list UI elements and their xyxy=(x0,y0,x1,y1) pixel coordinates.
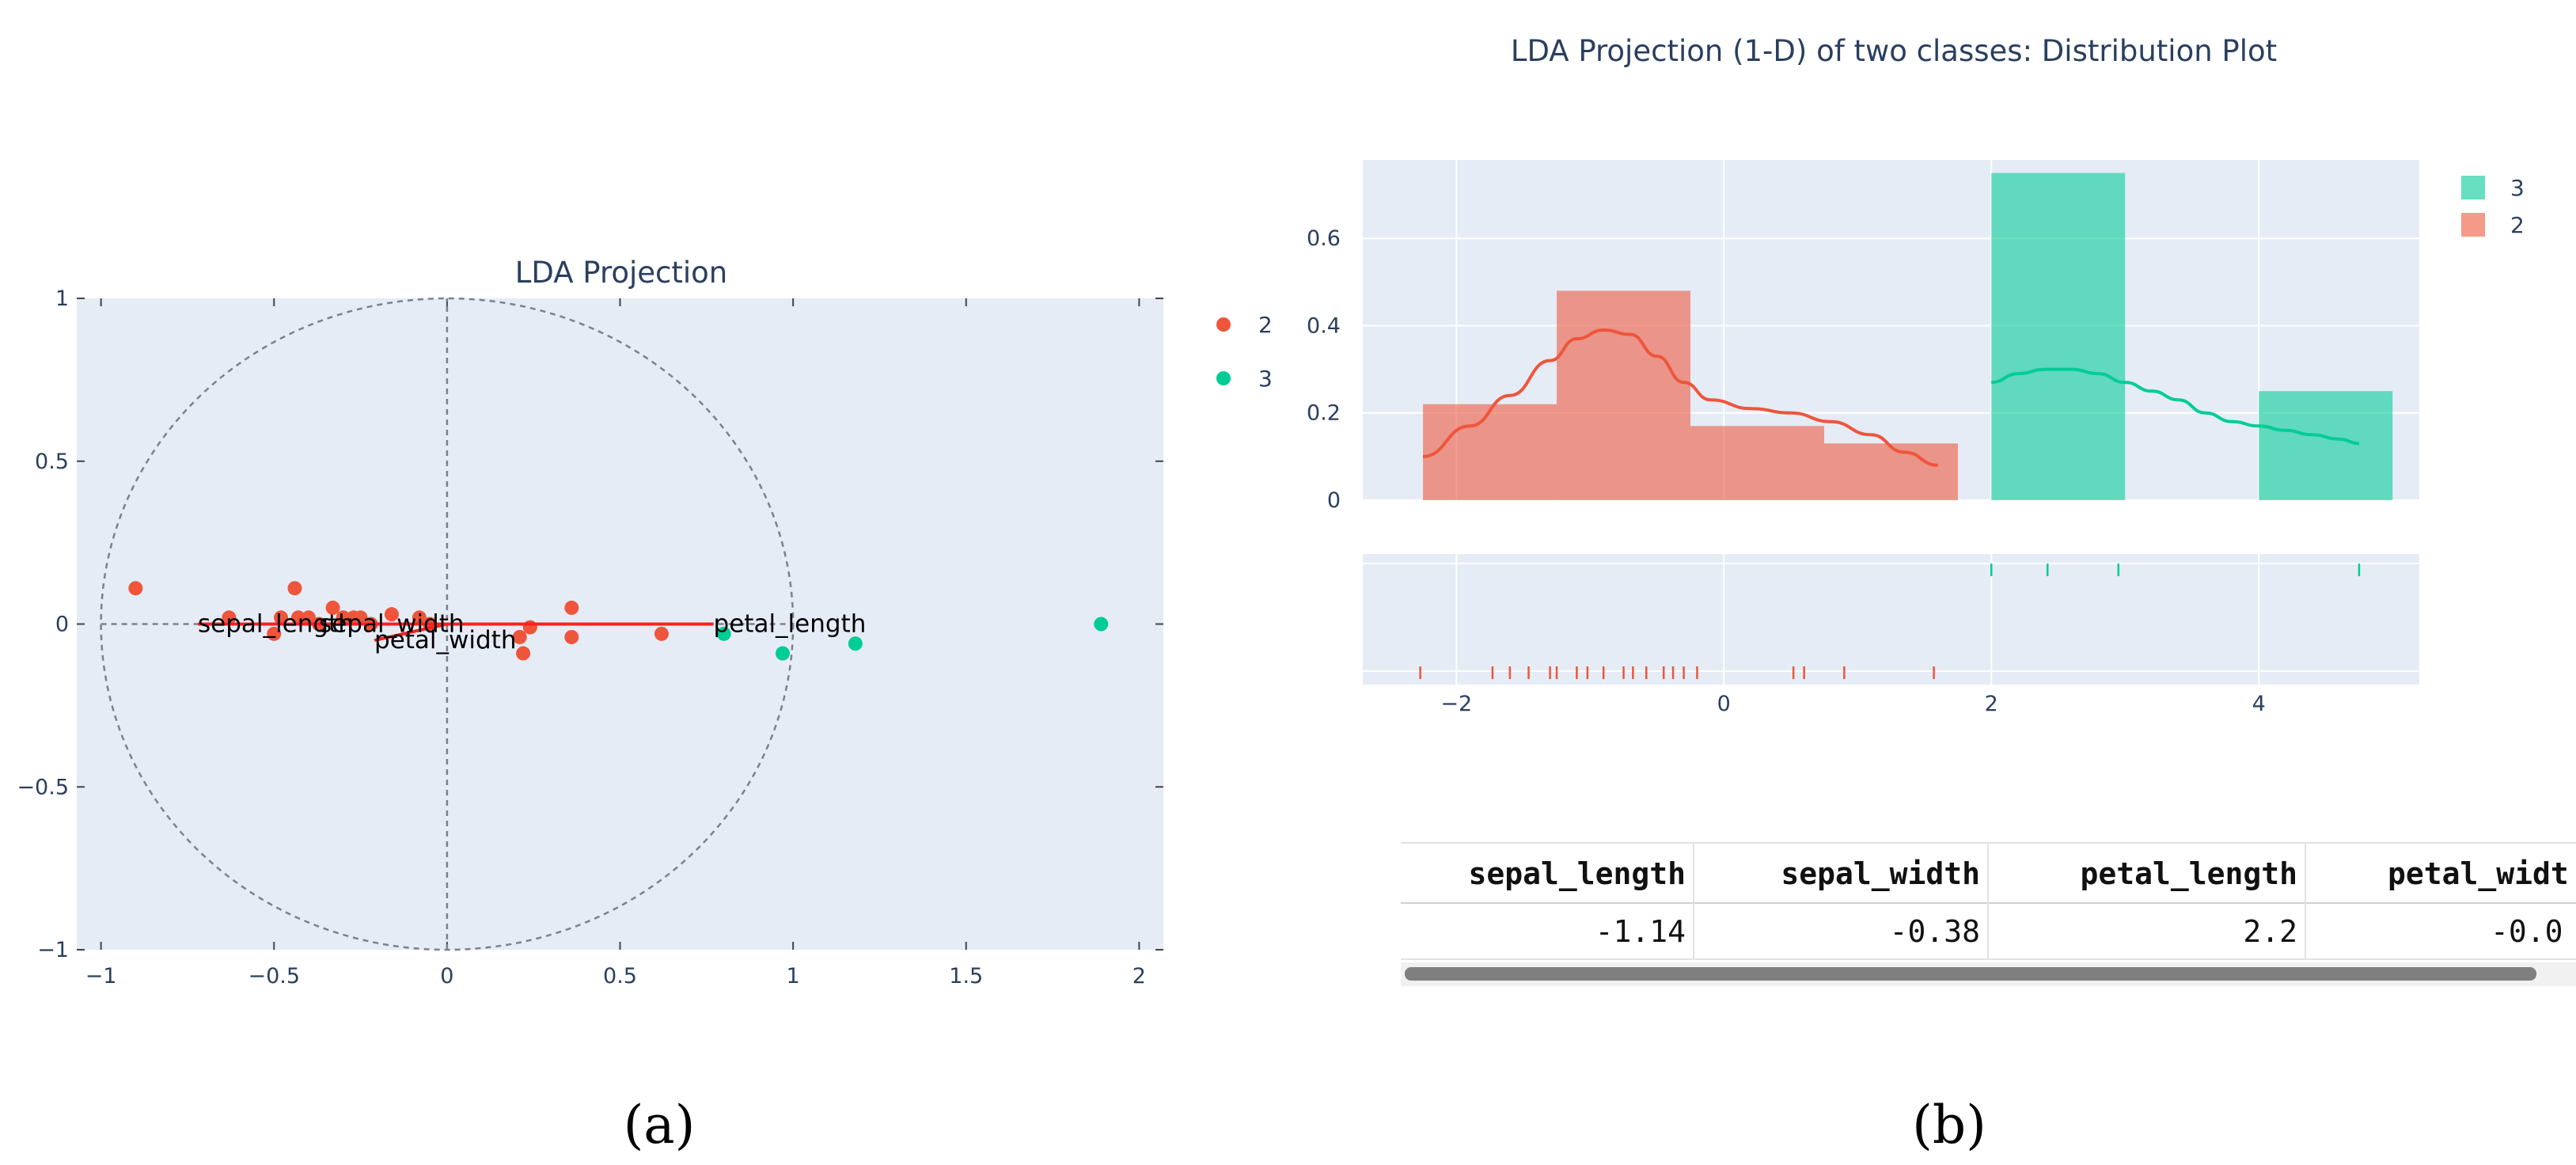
scatter-point-class-2 xyxy=(287,581,302,596)
chart-b-rug xyxy=(1419,564,2361,679)
caption-b: (b) xyxy=(1912,1095,1986,1156)
scatter-point-class-2 xyxy=(384,607,399,622)
x-tick-label: 0.5 xyxy=(603,964,637,989)
y-tick-label: 0 xyxy=(1327,488,1341,513)
y-tick-label: 0.4 xyxy=(1307,313,1341,338)
scatter-point-class-2 xyxy=(522,620,537,635)
table-header-petal-length: petal_length xyxy=(2080,856,2297,891)
hist-bar-class-2 xyxy=(1690,426,1825,500)
hist-bar-class-2 xyxy=(1423,404,1557,500)
x-tick-label: 4 xyxy=(2252,692,2266,716)
x-tick-label: 0 xyxy=(1717,692,1731,716)
hist-bar-class-3 xyxy=(2259,391,2393,500)
scatter-point-class-2 xyxy=(273,610,288,625)
scatter-point-class-2 xyxy=(325,600,340,615)
scatter-point-class-2 xyxy=(512,629,527,644)
table-header-sepal-width: sepal_width xyxy=(1781,856,1980,891)
scatter-point-class-3 xyxy=(848,636,863,651)
loading-label: sepal_width xyxy=(319,610,464,639)
scatter-point-class-2 xyxy=(267,626,282,641)
legend-marker-3 xyxy=(1216,371,1231,385)
scatter-point-class-3 xyxy=(716,626,731,641)
y-tick-label: 0.5 xyxy=(35,450,69,474)
scatter-point-class-2 xyxy=(290,610,305,625)
table-cell-petal-length: 2.2 xyxy=(2243,914,2297,949)
legend-label: 3 xyxy=(2510,175,2525,201)
legend-label: 2 xyxy=(2510,212,2525,238)
loading-label: sepal_length xyxy=(198,610,354,639)
y-tick-label: −1 xyxy=(37,938,69,962)
loading-arrow xyxy=(374,622,448,643)
kde-line-class-2 xyxy=(1422,328,1938,467)
scatter-point-class-2 xyxy=(301,610,316,625)
loading-label: petal_width xyxy=(374,626,516,655)
y-tick-label: 1 xyxy=(55,287,69,311)
legend-swatch-2 xyxy=(2461,213,2485,237)
x-tick-label: 2 xyxy=(1985,692,1998,716)
x-tick-label: 1 xyxy=(787,964,800,989)
scatter-point-class-2 xyxy=(412,610,427,625)
loadings-table: sepal_length sepal_width petal_length pe… xyxy=(1401,842,2576,986)
kde-line-class-3 xyxy=(1991,367,2360,446)
scatter-point-class-2 xyxy=(353,610,368,625)
legend-label: 2 xyxy=(1258,312,1273,338)
legend-swatch-3 xyxy=(2461,176,2485,199)
scatter-point-class-2 xyxy=(336,610,351,625)
y-tick-label: 0.6 xyxy=(1307,226,1341,251)
scatter-point-class-2 xyxy=(128,581,143,596)
y-tick-label: 0 xyxy=(55,613,69,637)
x-tick-label: 1.5 xyxy=(949,964,983,989)
panel-a: LDA Projection −1 −0.5 0 0.5 1 1.5 2 −1 −0.5 0 0.5… xyxy=(17,256,1272,989)
hist-bar-class-3 xyxy=(1991,173,2126,501)
chart-b-rug-area xyxy=(1363,554,2419,685)
hist-bar-class-2 xyxy=(1557,290,1691,500)
x-tick-label: −0.5 xyxy=(248,964,300,989)
chart-b-kde-lines xyxy=(1422,328,2360,467)
scatter-point-class-2 xyxy=(564,600,579,615)
chart-b-bars xyxy=(1423,173,2393,501)
panel-b: LDA Projection (1-D) of two classes: Dis… xyxy=(1307,34,2525,716)
x-tick-label: 0 xyxy=(440,964,453,989)
chart-a-tick-labels: −1 −0.5 0 0.5 1 1.5 2 −1 −0.5 0 0.5 1 xyxy=(17,287,1146,989)
chart-a-gridlines xyxy=(77,298,1163,951)
caption-a: (a) xyxy=(624,1095,696,1156)
y-tick-label: 0.2 xyxy=(1307,401,1341,426)
scatter-point-class-2 xyxy=(564,629,579,644)
table-header-sepal-length: sepal_length xyxy=(1468,856,1686,891)
scatter-point-class-3 xyxy=(1094,617,1109,632)
x-tick-label: 2 xyxy=(1132,964,1146,989)
legend-label: 3 xyxy=(1258,366,1273,392)
x-tick-label: −1 xyxy=(85,964,117,989)
x-tick-label: −2 xyxy=(1440,692,1472,716)
scatter-point-class-3 xyxy=(776,646,791,661)
table-cell-sepal-length: -1.14 xyxy=(1595,914,1686,949)
loading-label: petal_length xyxy=(714,610,867,639)
chart-b-tick-labels: 0 0.2 0.4 0.6 −2 0 2 4 xyxy=(1307,226,2266,716)
chart-b-legend: 32 xyxy=(2461,175,2525,238)
chart-b-title: LDA Projection (1-D) of two classes: Dis… xyxy=(1511,34,2277,68)
table-cell-sepal-width: -0.38 xyxy=(1890,914,1980,949)
chart-a-legend: 23 xyxy=(1216,312,1273,392)
table-cell-petal-width: -0.0 xyxy=(2491,914,2563,949)
table-header-petal-width: petal_widt xyxy=(2388,856,2569,891)
scatter-point-class-2 xyxy=(222,610,237,625)
scatter-point-class-2 xyxy=(654,626,669,641)
legend-marker-2 xyxy=(1216,317,1231,332)
hist-bar-class-2 xyxy=(1824,443,1958,500)
chart-a-title: LDA Projection xyxy=(515,256,728,290)
y-tick-label: −0.5 xyxy=(17,775,69,799)
table-scrollbar-thumb[interactable] xyxy=(1405,967,2536,981)
scatter-point-class-2 xyxy=(516,646,531,661)
